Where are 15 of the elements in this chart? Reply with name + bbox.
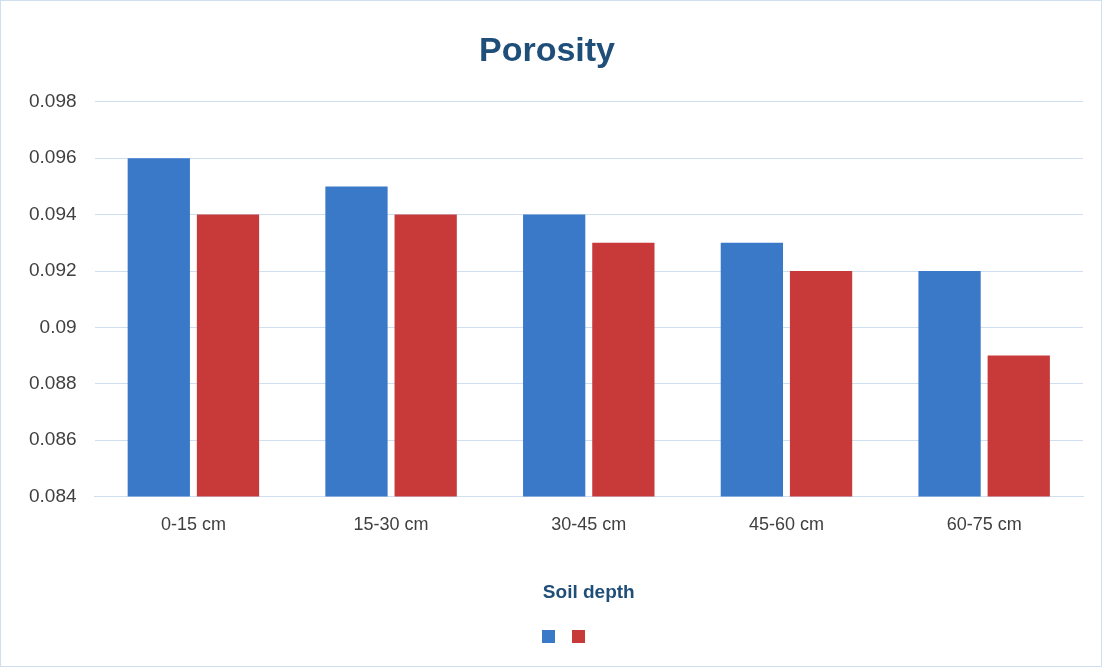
y-tick-label: 0.096 [29, 146, 77, 168]
y-tick-label: 0.084 [29, 484, 77, 506]
x-tick-label: 15-30 cm [353, 514, 429, 535]
y-tick-label: 0.092 [29, 259, 77, 281]
x-axis-title: Soil depth [542, 580, 635, 602]
y-tick-label: 0.094 [29, 202, 77, 224]
chart-title: Porosity [478, 29, 616, 68]
x-tick-label: 30-45 cm [551, 514, 627, 535]
y-tick-label: 0.098 [29, 90, 77, 112]
y-tick-label: 0.086 [29, 428, 77, 450]
x-tick-label: 0-15 cm [160, 514, 226, 535]
y-tick-label: 0.088 [29, 372, 77, 394]
x-tick-label: 45-60 cm [748, 514, 824, 535]
y-tick-label: 0.09 [39, 315, 77, 337]
x-tick-label: 60-75 cm [946, 514, 1022, 535]
